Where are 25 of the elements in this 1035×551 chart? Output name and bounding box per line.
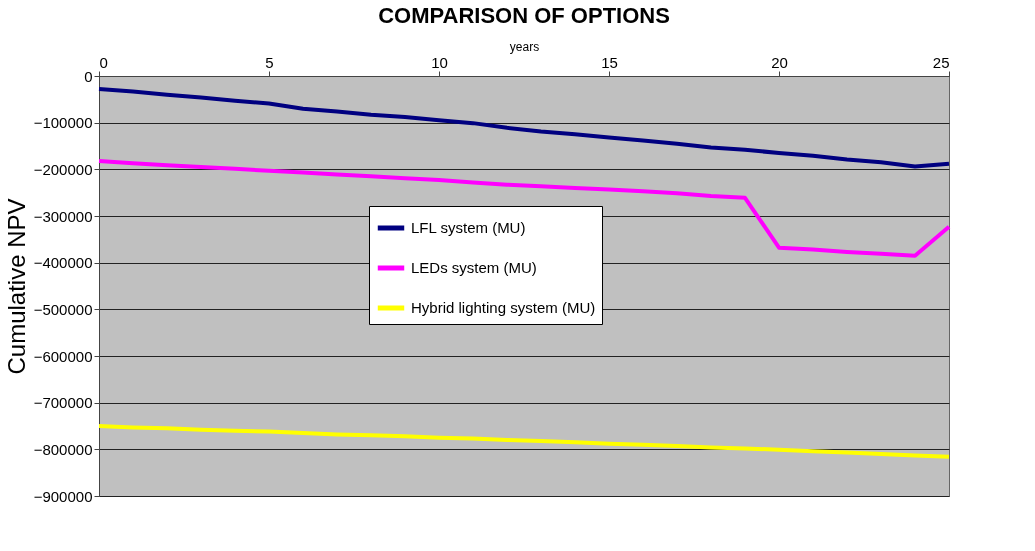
x-tick-label: 0 [99,53,108,71]
x-tick-label: 25 [932,53,950,71]
y-tick-label: −600000 [33,347,93,365]
y-tick-label: −900000 [33,487,93,505]
y-tick-label: −400000 [33,254,93,272]
x-tick-label: 5 [265,53,274,71]
y-tick-label: −300000 [33,207,93,225]
legend-label: LFL system (MU) [411,219,526,236]
line-series [97,158,951,258]
x-axis-title: years [509,39,540,54]
y-tick-label: −500000 [33,300,93,318]
x-tick-label: 20 [771,53,788,71]
y-tick-label: −700000 [33,394,93,412]
y-tick-label: −800000 [33,440,93,458]
line-series [97,87,951,169]
legend-label: LEDs system (MU) [411,259,537,276]
y-tick-label: −200000 [33,160,93,178]
chart-title: COMPARISON OF OPTIONS [378,3,670,28]
y-axis-title: Cumulative NPV [2,198,30,375]
x-tick-label: 10 [431,53,448,71]
x-tick-label: 15 [601,53,618,71]
line-series [97,424,951,459]
legend-label: Hybrid lighting system (MU) [411,299,596,316]
y-tick-label: 0 [84,67,93,85]
y-tick-label: −100000 [33,114,93,132]
